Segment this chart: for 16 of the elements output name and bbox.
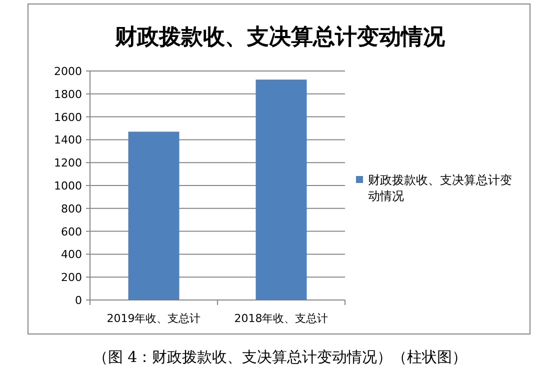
y-tick-label: 1200 [54,156,82,170]
chart-title: 财政拨款收、支决算总计变动情况 [114,24,446,50]
legend-label: 财政拨款收、支决算总计变动情况 [368,173,512,203]
y-tick-label: 1000 [54,180,82,192]
y-tick-label: 1800 [54,88,82,101]
y-tick-label: 1400 [54,134,82,147]
y-tick-label: 600 [61,225,82,238]
y-tick-label: 0 [75,294,82,307]
y-tick-label: 1600 [54,110,82,124]
y-tick-label: 200 [61,271,82,284]
y-tick-label: 400 [61,248,82,262]
x-tick-label: 2018年收、支总计 [234,312,328,325]
x-tick-label: 2019年收、支总计 [106,312,201,325]
y-tick-label: 800 [61,202,82,216]
y-tick-label: 2000 [54,65,82,78]
text: （图 4：财政拨款收、支决算总计变动情况）（柱状图） [92,348,468,366]
